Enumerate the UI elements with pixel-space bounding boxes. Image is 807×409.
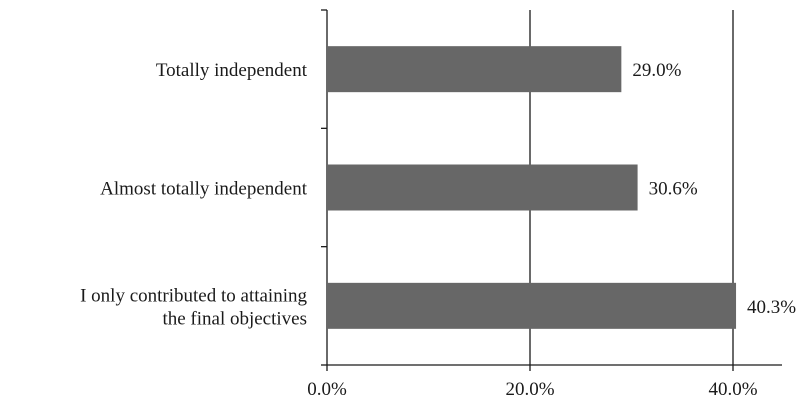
category-label: Almost totally independent xyxy=(100,179,308,200)
category-label: I only contributed to attaining xyxy=(80,285,307,306)
bar xyxy=(327,164,638,211)
data-label: 40.3% xyxy=(747,297,796,318)
bar xyxy=(327,282,737,329)
x-tick-label: 20.0% xyxy=(505,379,554,400)
data-label: 29.0% xyxy=(632,60,681,81)
category-label: Totally independent xyxy=(156,60,308,81)
category-label: the final objectives xyxy=(162,308,307,329)
x-tick-label: 0.0% xyxy=(307,379,347,400)
data-label: 30.6% xyxy=(649,179,698,200)
bar xyxy=(327,46,622,93)
x-tick-label: 40.0% xyxy=(708,379,757,400)
